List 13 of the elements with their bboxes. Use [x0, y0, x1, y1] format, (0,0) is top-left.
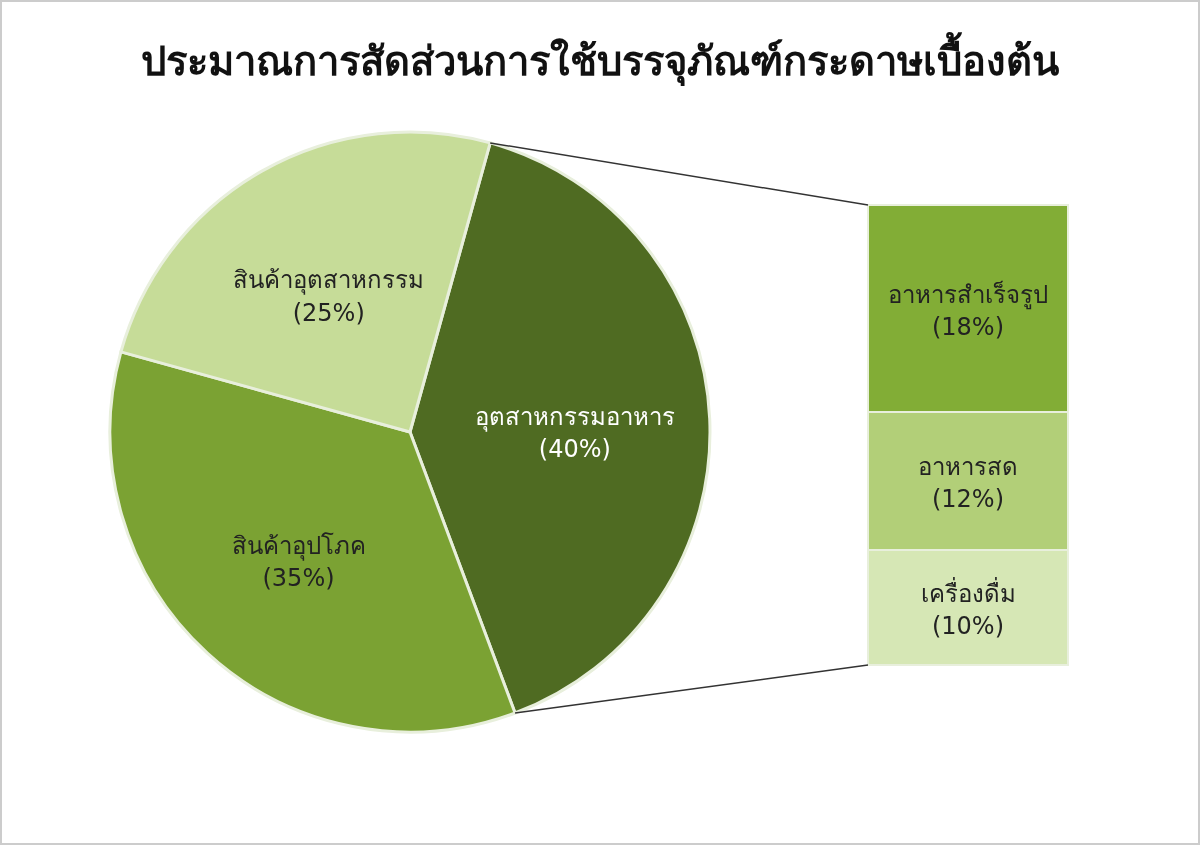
series-label: อาหารสำเร็จรูป: [888, 279, 1048, 310]
slice-label: อุตสาหกรรมอาหาร: [474, 402, 675, 432]
data-label: (40%): [538, 435, 611, 464]
series-label: อาหารสด: [918, 453, 1018, 481]
slice-label: สินค้าอุปโภค: [231, 531, 366, 561]
data-label: (25%): [292, 298, 365, 327]
slice-label: สินค้าอุตสาหกรรม: [233, 266, 425, 296]
data-label: (12%): [931, 485, 1005, 514]
series-label: เครื่องดื่ม: [920, 576, 1016, 608]
data-label: (35%): [262, 564, 335, 593]
data-label: (18%): [931, 312, 1005, 341]
chart-title: ประมาณการสัดส่วนการใช้บรรจุภัณฑ์กระดาษเบื้องต้น: [141, 32, 1059, 87]
data-label: (10%): [931, 611, 1005, 640]
